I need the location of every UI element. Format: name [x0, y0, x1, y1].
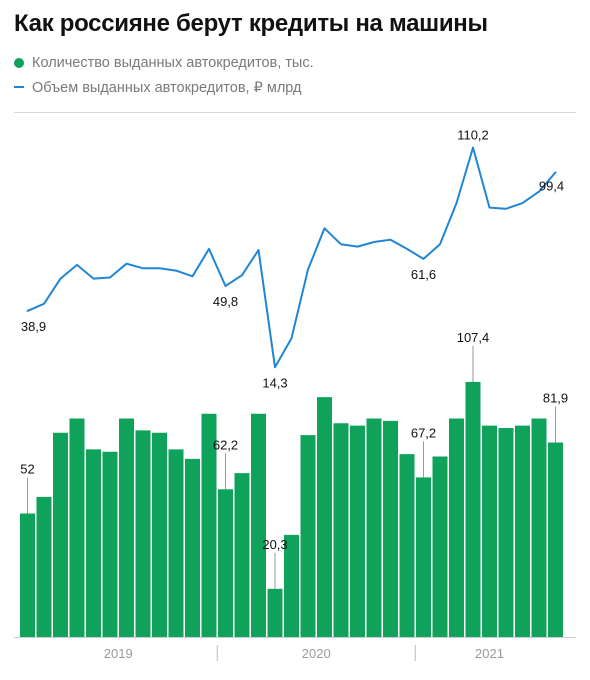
- bar: [168, 449, 184, 637]
- bar: [152, 432, 167, 637]
- bar-data-label: 107,4: [457, 330, 490, 345]
- bar: [317, 397, 332, 637]
- line-data-label: 110,2: [457, 128, 489, 143]
- bar: [119, 418, 134, 637]
- bar: [465, 381, 481, 637]
- bar-data-label: 67,2: [411, 425, 436, 440]
- blue-line-icon: [14, 86, 24, 88]
- bar-data-label: 20,3: [262, 537, 287, 552]
- bar: [20, 513, 35, 637]
- bar: [333, 423, 349, 637]
- bar: [267, 588, 283, 637]
- legend-item-volume: Объем выданных автокредитов, ₽ млрд: [14, 80, 301, 96]
- bar: [366, 418, 382, 637]
- bar: [350, 425, 365, 637]
- line-data-label: 99,4: [539, 178, 564, 193]
- bar: [416, 477, 431, 637]
- bar: [515, 425, 530, 637]
- line-data-label: 49,8: [213, 294, 238, 309]
- legend-count-label: Количество выданных автокредитов, тыс.: [32, 55, 314, 71]
- legend-volume-label: Объем выданных автокредитов, ₽ млрд: [32, 80, 302, 96]
- bar: [482, 425, 497, 637]
- bar-data-label: 52: [20, 462, 34, 477]
- bar: [135, 430, 151, 637]
- bar: [498, 428, 514, 637]
- bar: [69, 418, 85, 637]
- line-data-label: 61,6: [411, 267, 436, 282]
- bar: [432, 456, 448, 637]
- bar: [53, 432, 68, 637]
- bar: [86, 449, 101, 637]
- bar: [399, 454, 415, 637]
- bar: [548, 442, 563, 637]
- green-dot-icon: [14, 58, 24, 68]
- bar-data-label: 81,9: [543, 390, 568, 405]
- chart-title: Как россияне берут кредиты на машины: [14, 10, 488, 37]
- bar: [234, 473, 250, 637]
- x-tick-label: 2021: [475, 646, 504, 661]
- bar: [201, 413, 217, 637]
- bar: [284, 534, 299, 637]
- bar: [218, 489, 233, 637]
- bar: [102, 451, 118, 637]
- x-tick-label: 2019: [104, 646, 133, 661]
- line-data-label: 38,9: [21, 319, 46, 334]
- bar: [185, 458, 200, 637]
- bar: [251, 413, 266, 637]
- bar: [300, 435, 316, 637]
- x-tick-label: 2020: [302, 646, 331, 661]
- header-divider: [14, 112, 576, 113]
- bar: [383, 420, 398, 637]
- legend-item-count: Количество выданных автокредитов, тыс.: [14, 55, 314, 71]
- bar: [36, 496, 52, 637]
- bar-data-label: 62,2: [213, 437, 238, 452]
- line-data-label: 14,3: [262, 375, 287, 390]
- series-line: [26, 146, 557, 369]
- bar: [449, 418, 464, 637]
- bar: [531, 418, 547, 637]
